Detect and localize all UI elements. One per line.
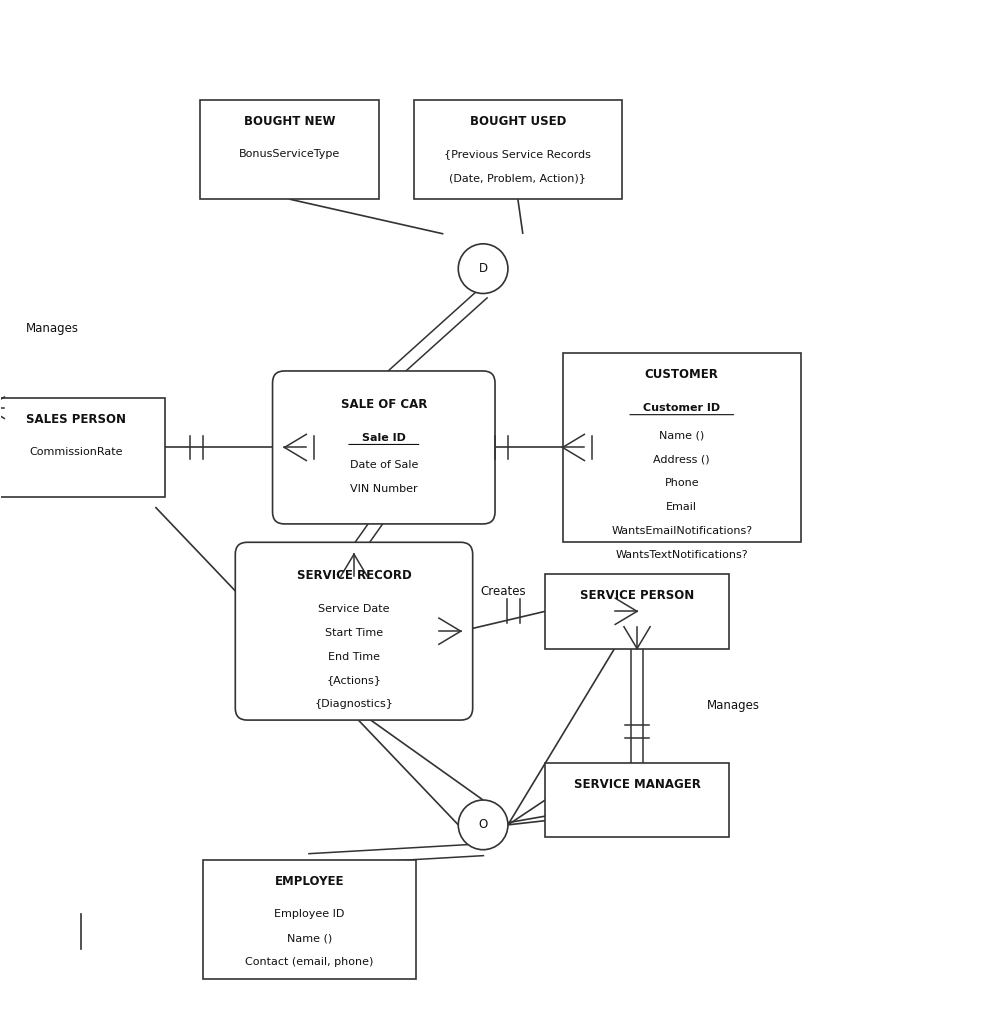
Text: Name (): Name ()	[287, 933, 332, 943]
FancyBboxPatch shape	[545, 574, 729, 648]
Text: Phone: Phone	[664, 478, 699, 488]
Text: SERVICE PERSON: SERVICE PERSON	[580, 589, 694, 602]
Text: Start Time: Start Time	[325, 628, 383, 638]
Text: CUSTOMER: CUSTOMER	[644, 368, 719, 381]
Text: Address (): Address ()	[653, 455, 710, 465]
FancyBboxPatch shape	[545, 763, 729, 838]
FancyBboxPatch shape	[235, 543, 473, 720]
Text: SERVICE RECORD: SERVICE RECORD	[297, 569, 411, 582]
Text: Email: Email	[666, 502, 697, 512]
Text: BOUGHT NEW: BOUGHT NEW	[244, 115, 336, 128]
Text: {Actions}: {Actions}	[327, 676, 381, 685]
Text: O: O	[478, 818, 488, 831]
Text: Contact (email, phone): Contact (email, phone)	[245, 957, 374, 967]
Text: (Date, Problem, Action)}: (Date, Problem, Action)}	[449, 173, 587, 183]
Text: SALE OF CAR: SALE OF CAR	[341, 397, 427, 411]
Text: Creates: Creates	[480, 585, 526, 598]
FancyBboxPatch shape	[413, 99, 622, 199]
Text: WantsEmailNotifications?: WantsEmailNotifications?	[612, 526, 752, 536]
FancyBboxPatch shape	[200, 99, 378, 199]
Text: Service Date: Service Date	[319, 604, 389, 613]
Ellipse shape	[458, 800, 508, 850]
Text: {Diagnostics}: {Diagnostics}	[315, 699, 393, 710]
Text: SERVICE MANAGER: SERVICE MANAGER	[574, 777, 700, 791]
Text: VIN Number: VIN Number	[350, 484, 417, 495]
Text: BonusServiceType: BonusServiceType	[239, 150, 340, 160]
Text: SALES PERSON: SALES PERSON	[26, 413, 125, 426]
Text: Manages: Manages	[26, 322, 80, 335]
Text: Customer ID: Customer ID	[643, 402, 720, 413]
Text: D: D	[478, 262, 488, 275]
FancyBboxPatch shape	[202, 859, 416, 979]
FancyBboxPatch shape	[563, 353, 801, 542]
FancyBboxPatch shape	[0, 397, 165, 497]
FancyBboxPatch shape	[273, 371, 495, 524]
Text: Name (): Name ()	[659, 430, 704, 440]
Text: End Time: End Time	[328, 651, 380, 662]
Text: Date of Sale: Date of Sale	[350, 461, 418, 470]
Text: CommissionRate: CommissionRate	[29, 447, 123, 458]
Text: EMPLOYEE: EMPLOYEE	[275, 874, 344, 888]
Text: {Previous Service Records: {Previous Service Records	[444, 150, 592, 160]
Text: Sale ID: Sale ID	[362, 432, 405, 442]
Text: BOUGHT USED: BOUGHT USED	[470, 115, 566, 128]
Text: Manages: Manages	[706, 699, 760, 712]
Text: WantsTextNotifications?: WantsTextNotifications?	[616, 550, 748, 560]
Text: Employee ID: Employee ID	[274, 909, 345, 920]
Ellipse shape	[458, 244, 508, 294]
